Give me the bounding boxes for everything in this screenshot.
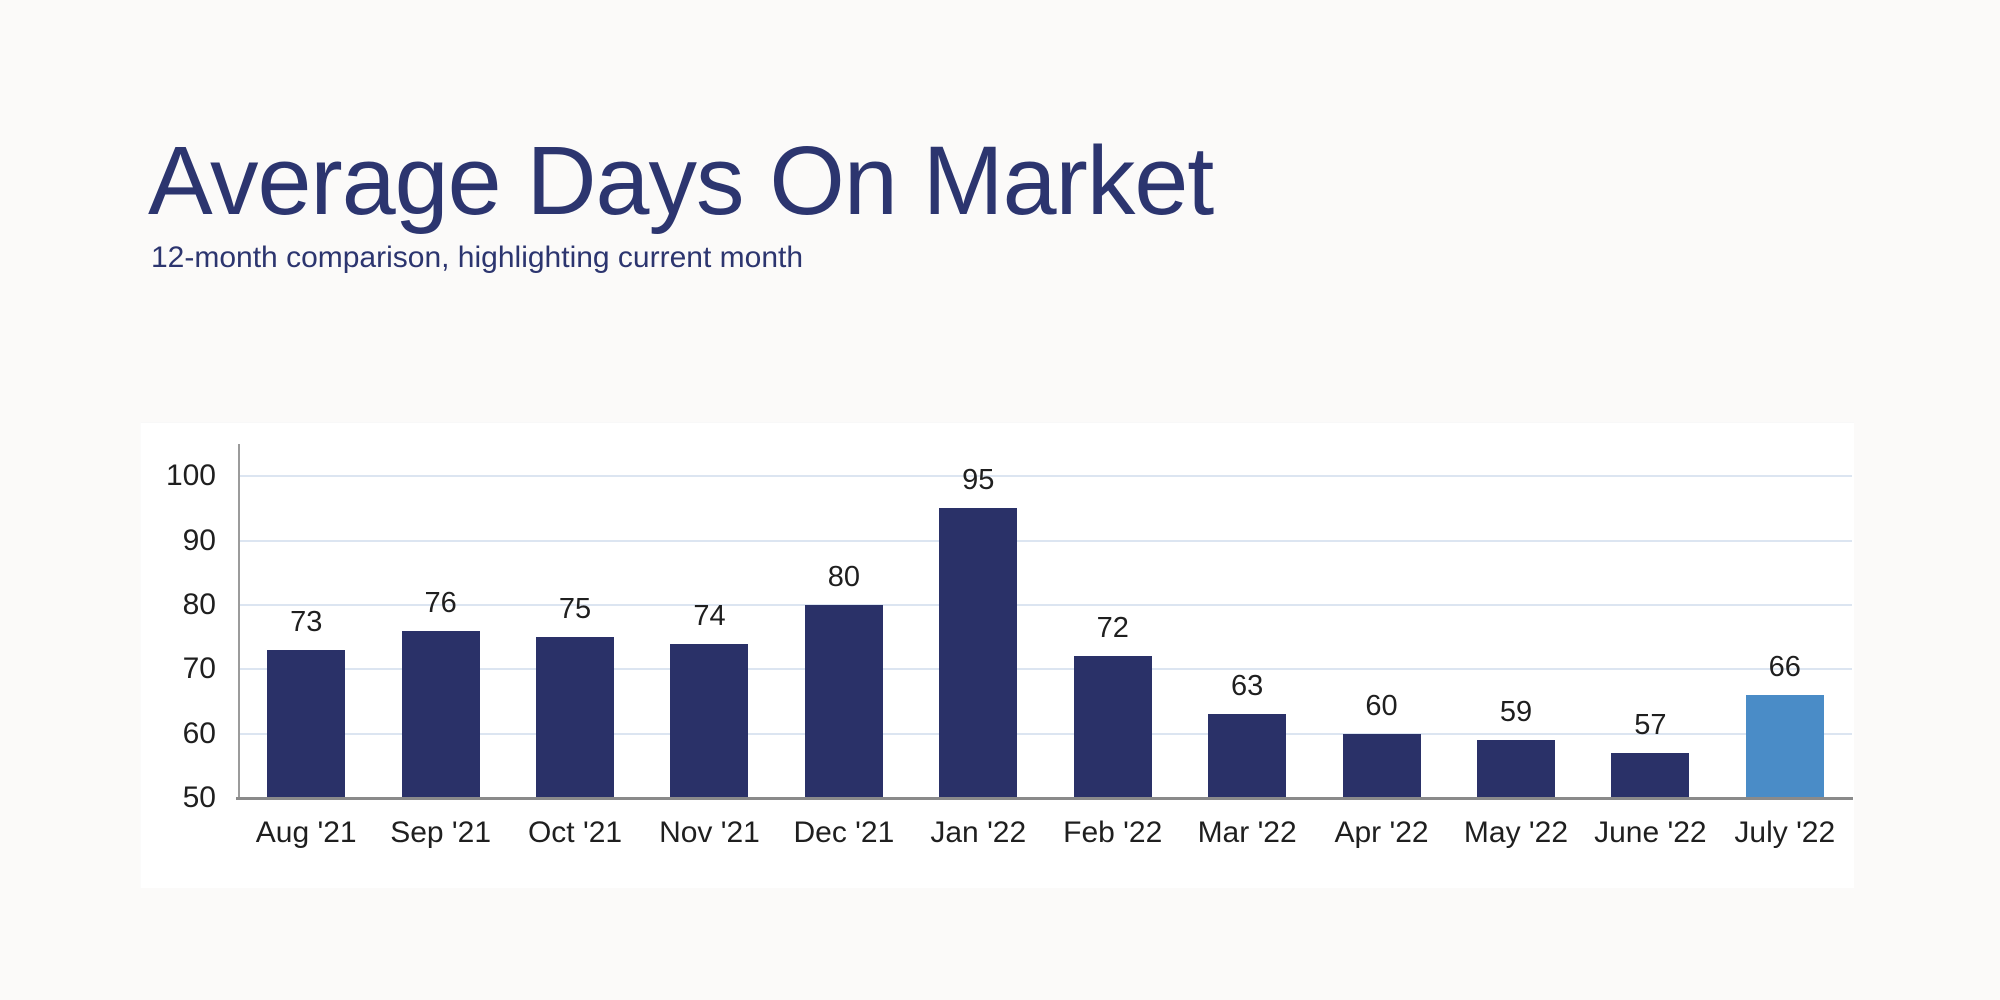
y-tick-label-100: 100 <box>165 459 216 493</box>
bar-july-22 <box>1745 695 1824 798</box>
bar-value-label: 73 <box>290 605 323 638</box>
bar-chart: 50 60 70 80 90 100 73 Aug '21 76 Sep '21 75 Oct '21… <box>141 423 1854 888</box>
x-tick-label-dec-21: Dec '21 <box>793 816 895 849</box>
bar-value-label: 60 <box>1365 689 1398 722</box>
bar-value-label: 57 <box>1634 708 1667 741</box>
gridline-70 <box>239 668 1852 671</box>
bar-value-label: 59 <box>1499 696 1533 729</box>
bar-june-22 <box>1611 752 1690 798</box>
bar-may-22 <box>1476 740 1555 798</box>
bar-sep-21 <box>401 630 480 798</box>
page-title: Average Days On Market <box>148 126 1214 235</box>
x-tick-label-nov-21: Nov '21 <box>659 816 760 849</box>
page-subtitle: 12-month comparison, highlighting curren… <box>151 241 804 274</box>
y-tick-label-70: 70 <box>182 652 216 686</box>
bar-value-label: 72 <box>1096 612 1129 645</box>
bar-jan-22 <box>939 508 1018 798</box>
bar-dec-21 <box>804 604 883 798</box>
y-tick-label-80: 80 <box>182 587 216 621</box>
x-tick-label-may-22: May '22 <box>1463 816 1568 849</box>
bar-value-label: 95 <box>962 464 995 497</box>
x-axis-line <box>236 797 1853 800</box>
x-tick-label-oct-21: Oct '21 <box>527 816 623 849</box>
x-tick-label-apr-22: Apr '22 <box>1334 816 1429 849</box>
x-tick-label-june-22: June '22 <box>1594 816 1707 849</box>
x-tick-label-july-22: July '22 <box>1734 816 1836 849</box>
x-tick-label-jan-22: Jan '22 <box>930 816 1027 849</box>
y-axis-line <box>238 444 240 798</box>
bar-value-label: 63 <box>1230 670 1264 703</box>
bar-aug-21 <box>267 649 346 798</box>
gridline-60 <box>239 732 1852 735</box>
bar-oct-21 <box>536 637 615 798</box>
bar-apr-22 <box>1342 733 1421 798</box>
bar-value-label: 80 <box>827 560 860 593</box>
y-tick-label-90: 90 <box>182 523 216 557</box>
x-tick-label-feb-22: Feb '22 <box>1063 816 1163 849</box>
x-tick-label-sep-21: Sep '21 <box>390 816 492 849</box>
x-tick-label-mar-22: Mar '22 <box>1197 816 1297 849</box>
chart-panel: 50 60 70 80 90 100 73 Aug '21 76 Sep '21 75 Oct '21… <box>140 422 1854 888</box>
gridline-80 <box>239 603 1852 606</box>
bar-mar-22 <box>1208 714 1287 798</box>
bar-value-label: 66 <box>1768 651 1801 684</box>
bar-value-label: 74 <box>693 599 726 632</box>
y-tick-label-50: 50 <box>182 781 216 814</box>
gridline-100 <box>239 475 1852 478</box>
bar-feb-22 <box>1073 656 1152 798</box>
x-tick-label-aug-21: Aug '21 <box>255 816 357 849</box>
bar-value-label: 75 <box>558 593 592 626</box>
y-tick-label-60: 60 <box>182 716 216 750</box>
gridline-90 <box>239 539 1852 542</box>
bar-nov-21 <box>670 643 749 798</box>
bar-value-label: 76 <box>424 586 457 619</box>
